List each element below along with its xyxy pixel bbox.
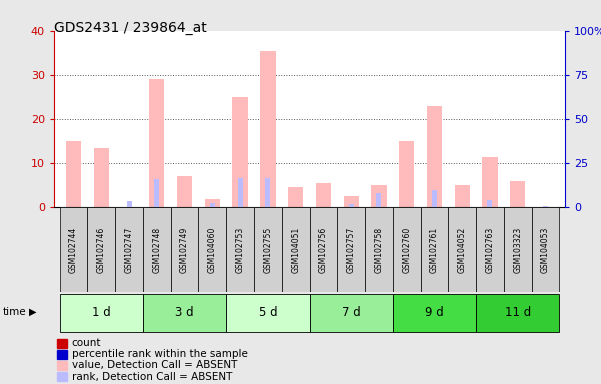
- Bar: [393, 294, 476, 332]
- Text: GSM102755: GSM102755: [263, 227, 272, 273]
- Text: 5 d: 5 d: [258, 306, 277, 319]
- Bar: [226, 294, 310, 332]
- Text: 3 d: 3 d: [175, 306, 194, 319]
- Bar: [266, 178, 270, 207]
- Text: GSM102757: GSM102757: [347, 227, 356, 273]
- Bar: [337, 207, 365, 292]
- Bar: [310, 207, 337, 292]
- Bar: [237, 178, 243, 207]
- Text: GSM102760: GSM102760: [402, 227, 411, 273]
- Bar: [57, 339, 67, 348]
- Bar: [349, 204, 353, 207]
- Bar: [210, 203, 215, 207]
- Bar: [233, 97, 248, 207]
- Text: GSM102747: GSM102747: [124, 227, 133, 273]
- Text: GSM102763: GSM102763: [486, 227, 495, 273]
- Bar: [66, 141, 81, 207]
- Bar: [427, 106, 442, 207]
- Text: GSM102756: GSM102756: [319, 227, 328, 273]
- Bar: [421, 207, 448, 292]
- Text: time: time: [3, 307, 26, 317]
- Bar: [476, 207, 504, 292]
- Bar: [260, 51, 275, 207]
- Text: 9 d: 9 d: [425, 306, 444, 319]
- Text: GSM104051: GSM104051: [291, 227, 300, 273]
- Bar: [127, 201, 132, 207]
- Bar: [282, 207, 310, 292]
- Bar: [432, 190, 437, 207]
- Bar: [198, 207, 226, 292]
- Bar: [316, 183, 331, 207]
- Text: GSM102746: GSM102746: [97, 227, 106, 273]
- Text: GSM103323: GSM103323: [513, 227, 522, 273]
- Bar: [483, 157, 498, 207]
- Bar: [371, 185, 386, 207]
- Bar: [87, 207, 115, 292]
- Bar: [365, 207, 393, 292]
- Bar: [57, 361, 67, 369]
- Bar: [543, 205, 548, 207]
- Bar: [115, 207, 143, 292]
- Bar: [149, 79, 165, 207]
- Bar: [476, 294, 560, 332]
- Bar: [57, 372, 67, 381]
- Bar: [532, 207, 560, 292]
- Text: GSM104053: GSM104053: [541, 227, 550, 273]
- Text: 7 d: 7 d: [342, 306, 361, 319]
- Bar: [177, 177, 192, 207]
- Text: rank, Detection Call = ABSENT: rank, Detection Call = ABSENT: [72, 371, 232, 382]
- Text: 11 d: 11 d: [505, 306, 531, 319]
- Text: GSM104052: GSM104052: [458, 227, 467, 273]
- Text: 1 d: 1 d: [92, 306, 111, 319]
- Text: count: count: [72, 338, 101, 348]
- Text: GSM102753: GSM102753: [236, 227, 245, 273]
- Bar: [254, 207, 282, 292]
- Bar: [94, 148, 109, 207]
- Text: percentile rank within the sample: percentile rank within the sample: [72, 349, 248, 359]
- Bar: [399, 141, 414, 207]
- Bar: [143, 207, 171, 292]
- Bar: [57, 349, 67, 359]
- Bar: [376, 193, 382, 207]
- Text: GSM102744: GSM102744: [69, 227, 78, 273]
- Bar: [448, 207, 476, 292]
- Bar: [205, 199, 220, 207]
- Bar: [344, 196, 359, 207]
- Bar: [504, 207, 532, 292]
- Text: GSM102761: GSM102761: [430, 227, 439, 273]
- Text: GDS2431 / 239864_at: GDS2431 / 239864_at: [54, 21, 207, 35]
- Bar: [454, 185, 470, 207]
- Bar: [226, 207, 254, 292]
- Bar: [393, 207, 421, 292]
- Text: GSM104060: GSM104060: [208, 227, 217, 273]
- Bar: [143, 294, 226, 332]
- Bar: [288, 187, 304, 207]
- Text: GSM102749: GSM102749: [180, 227, 189, 273]
- Bar: [59, 294, 143, 332]
- Bar: [310, 294, 393, 332]
- Bar: [487, 200, 492, 207]
- Text: GSM102748: GSM102748: [152, 227, 161, 273]
- Bar: [171, 207, 198, 292]
- Text: GSM102758: GSM102758: [374, 227, 383, 273]
- Text: value, Detection Call = ABSENT: value, Detection Call = ABSENT: [72, 360, 237, 370]
- Bar: [510, 181, 525, 207]
- Text: ▶: ▶: [29, 307, 36, 317]
- Bar: [59, 207, 87, 292]
- Bar: [154, 179, 159, 207]
